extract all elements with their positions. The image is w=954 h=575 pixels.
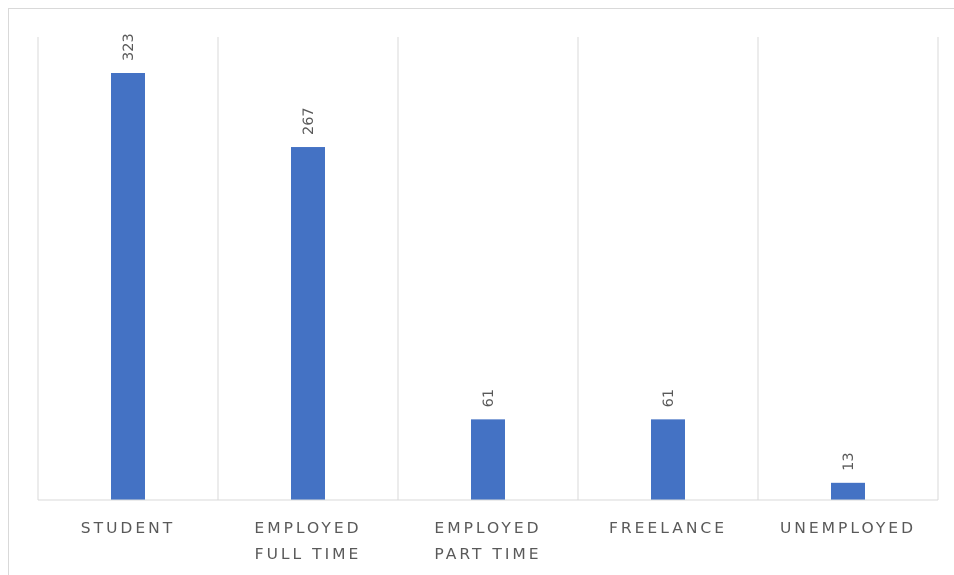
category-label: STUDENT <box>81 519 175 537</box>
category-label: PART TIME <box>434 545 541 563</box>
bar <box>111 73 145 500</box>
data-label: 13 <box>841 452 857 470</box>
data-label: 61 <box>481 389 497 407</box>
category-label: FULL TIME <box>255 545 362 563</box>
category-label: UNEMPLOYED <box>780 519 916 537</box>
data-label: 61 <box>661 389 677 407</box>
data-label: 267 <box>301 107 317 135</box>
chart-frame <box>8 8 954 575</box>
bar <box>831 482 865 500</box>
category-label: EMPLOYED <box>434 519 541 537</box>
category-label: FREELANCE <box>609 519 727 537</box>
data-label: 323 <box>121 33 137 61</box>
bar <box>291 147 325 501</box>
bar <box>471 419 505 500</box>
category-label: EMPLOYED <box>254 519 361 537</box>
bar <box>651 419 685 500</box>
